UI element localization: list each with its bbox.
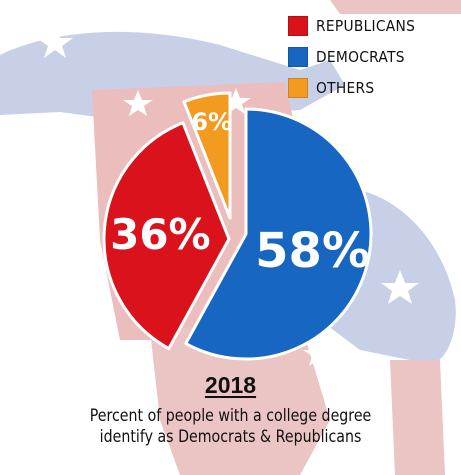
pie-label-others: 6% xyxy=(191,108,232,136)
pie-slice-labels: 58% 36% 6% xyxy=(110,108,370,279)
legend-item-republicans: REPUBLICANS xyxy=(288,16,424,36)
background-stars xyxy=(37,26,419,366)
chart-subtitle-line-2: identify as Democrats & Republicans xyxy=(99,427,362,446)
star-icon xyxy=(381,270,419,304)
chart-subtitle-line-1: Percent of people with a college degree xyxy=(89,406,372,425)
star-icon xyxy=(123,90,153,116)
elephant-leg-right xyxy=(390,360,445,475)
legend-swatch-republicans xyxy=(288,16,308,36)
chart-subtitle: Percent of people with a college degree … xyxy=(32,405,428,447)
star-icon xyxy=(221,88,251,114)
pie-label-republicans: 36% xyxy=(110,210,211,259)
legend-label-others: OTHERS xyxy=(316,79,375,97)
chart-title: 2018 xyxy=(0,372,461,399)
donkey-tail xyxy=(330,0,461,14)
pie-label-democrats: 58% xyxy=(255,223,370,279)
chart-title-year: 2018 xyxy=(204,372,257,398)
legend-item-others: OTHERS xyxy=(288,78,424,98)
legend-item-democrats: DEMOCRATS xyxy=(288,47,424,67)
star-icon xyxy=(303,340,333,366)
legend-swatch-others xyxy=(288,78,308,98)
legend-swatch-democrats xyxy=(288,47,308,67)
pie-slice-others xyxy=(182,91,232,220)
legend-label-democrats: DEMOCRATS xyxy=(316,48,405,66)
legend-label-republicans: REPUBLICANS xyxy=(316,17,416,35)
chart-legend: REPUBLICANS DEMOCRATS OTHERS xyxy=(288,16,424,98)
elephant-legs xyxy=(150,320,330,475)
pie-slice-republicans xyxy=(102,121,231,351)
pie-slice-democrats xyxy=(184,107,373,361)
pie-slices xyxy=(102,91,373,361)
star-icon xyxy=(37,26,73,58)
